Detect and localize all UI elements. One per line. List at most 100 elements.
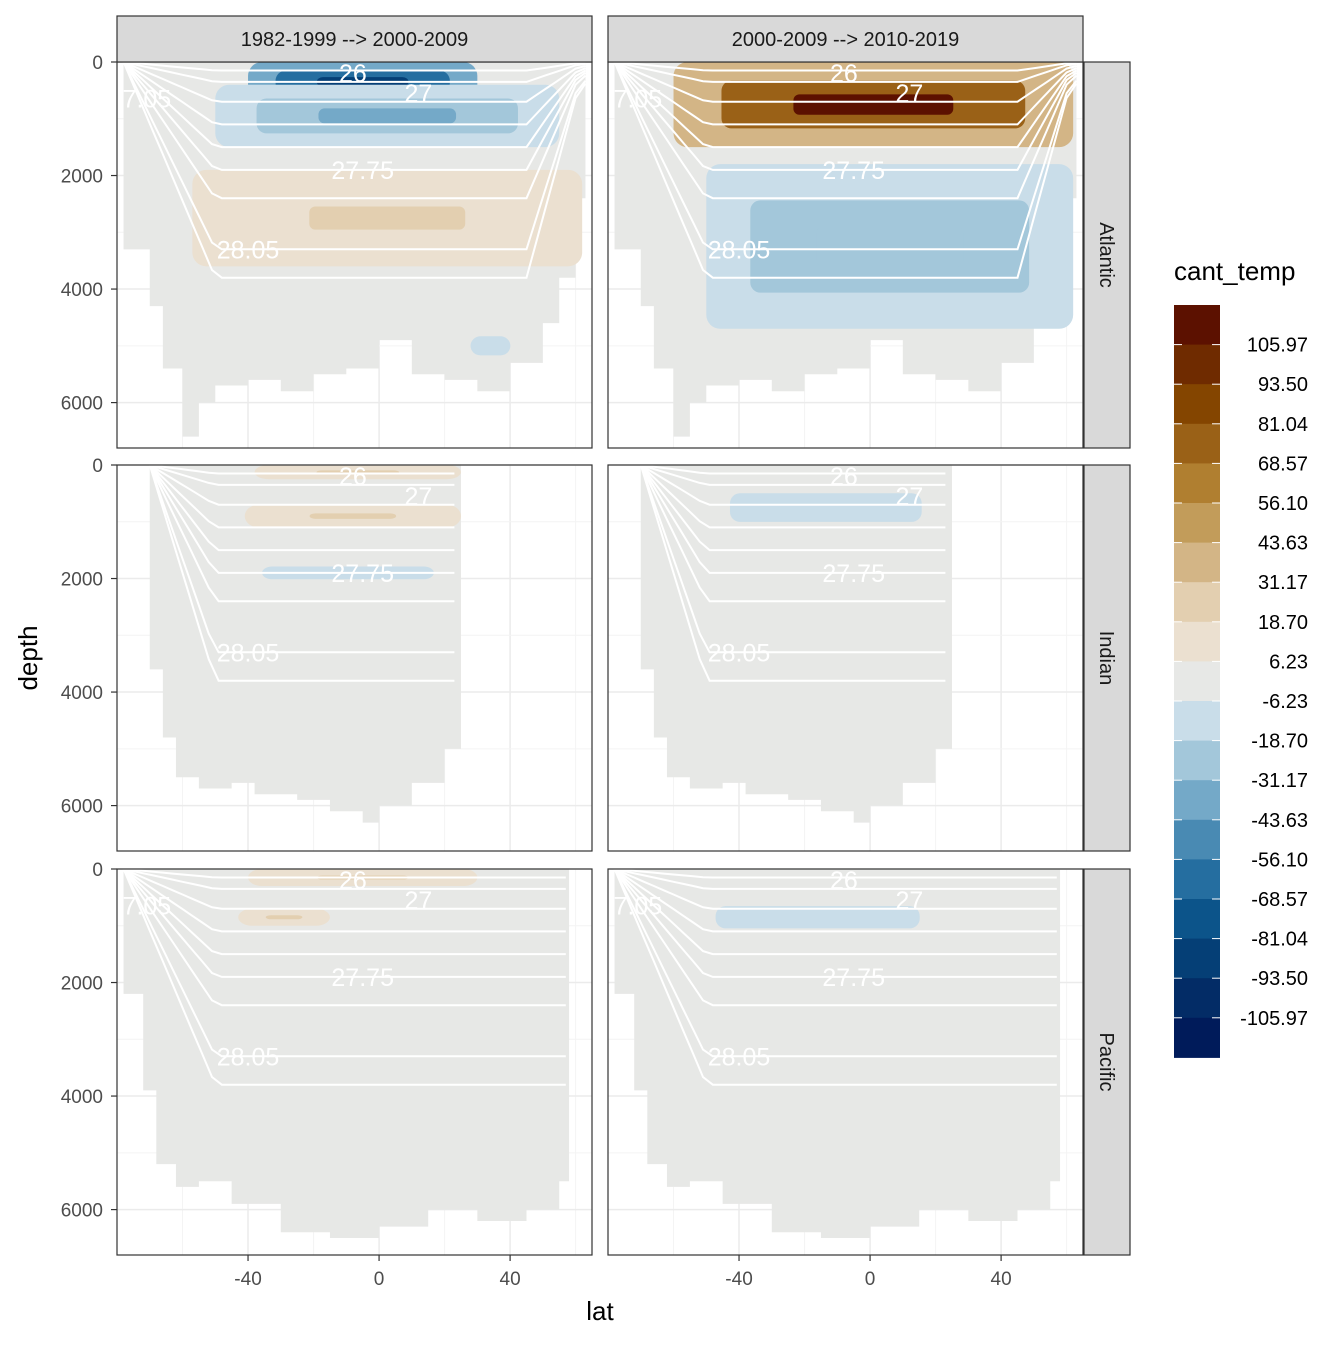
contour-label: 28.05 bbox=[708, 639, 771, 667]
y-tick-label: 0 bbox=[92, 53, 103, 74]
panel-content: 27.75 28.05 26 27 bbox=[148, 463, 461, 823]
panel-indian-2: 27.75 28.05 26 27 bbox=[607, 464, 1084, 852]
contour-label: 27 bbox=[404, 887, 432, 915]
isopycnal-line bbox=[613, 869, 1057, 1007]
row-strip-label: Indian bbox=[1095, 631, 1117, 686]
contour-label: 27 bbox=[895, 80, 923, 108]
anomaly-intermediate bbox=[244, 504, 461, 528]
anomaly-deep-water bbox=[192, 169, 583, 267]
contour-label: 27 bbox=[404, 483, 432, 511]
legend-label: 56.10 bbox=[1258, 493, 1308, 515]
isopycnal-line bbox=[613, 62, 1078, 279]
panel-content: 27.75 28.05 26 27 27.05 bbox=[608, 867, 1061, 1238]
isopycnal-line bbox=[614, 869, 1057, 879]
isopycnal-line bbox=[123, 869, 566, 879]
column-strip: 1982-1999 --> 2000-2009 bbox=[116, 15, 593, 63]
isopycnal-line bbox=[639, 465, 946, 654]
isopycnal-line bbox=[613, 62, 1077, 171]
isopycnal-line bbox=[123, 62, 586, 83]
isopycnals bbox=[122, 869, 566, 1086]
strip-background bbox=[1083, 868, 1131, 1256]
legend-swatch bbox=[1174, 819, 1220, 860]
legend-label: 81.04 bbox=[1258, 414, 1308, 436]
panel-content: 27.75 28.05 26 27 27.05 bbox=[608, 62, 1078, 437]
contour-label: 26 bbox=[830, 867, 858, 895]
isopycnal-line bbox=[149, 465, 455, 486]
legend-swatch bbox=[1174, 938, 1220, 979]
anomaly-core bbox=[309, 513, 397, 519]
legend-label: -31.17 bbox=[1251, 770, 1308, 792]
isopycnals bbox=[639, 465, 946, 682]
ocean-section bbox=[640, 465, 952, 823]
legend-label: 6.23 bbox=[1269, 651, 1308, 673]
isopycnal-line bbox=[149, 465, 455, 506]
anomaly-intermediate bbox=[683, 897, 952, 938]
strips-layer: 1982-1999 --> 2000-2009 2000-2009 --> 201… bbox=[116, 15, 1131, 1256]
anomaly-bottom-patch bbox=[464, 328, 517, 363]
y-tick-label: 0 bbox=[92, 860, 103, 881]
legend-swatch bbox=[1174, 701, 1220, 742]
legend-label: 68.57 bbox=[1258, 453, 1308, 475]
y-tick-label: 2000 bbox=[61, 974, 103, 995]
strip-background bbox=[1083, 464, 1131, 852]
panel-atlantic-1: 27.75 28.05 26 27 27.05 bbox=[116, 60, 593, 449]
legend-swatch bbox=[1174, 582, 1220, 623]
legend-swatch bbox=[1174, 305, 1220, 346]
isopycnal-line bbox=[614, 869, 1057, 890]
panel-content: 27.75 28.05 26 27 27.05 bbox=[117, 60, 587, 437]
contour-label: 26 bbox=[339, 60, 367, 88]
anomaly-intermediate-water bbox=[215, 84, 560, 148]
y-tick-label: 4000 bbox=[61, 683, 103, 704]
isopycnal-line bbox=[614, 62, 1077, 83]
isopycnal-line bbox=[122, 62, 586, 149]
anomaly-core bbox=[479, 341, 501, 350]
isopycnal-line bbox=[122, 869, 566, 978]
isopycnal-line bbox=[639, 465, 946, 574]
row-strip-label: Pacific bbox=[1095, 1033, 1117, 1092]
isopycnal-line bbox=[122, 62, 587, 200]
legend: cant_temp 105.97 93.50 81.04 68.57 56.10 43.6… bbox=[1174, 256, 1308, 1058]
row-strip-label: Atlantic bbox=[1095, 222, 1117, 288]
panel-border bbox=[607, 464, 1084, 852]
panel-border bbox=[116, 464, 593, 852]
y-tick-label: 0 bbox=[92, 456, 103, 477]
isopycnal-line bbox=[613, 62, 1077, 149]
x-tick-label: -40 bbox=[234, 1269, 261, 1290]
isopycnal-line bbox=[148, 465, 455, 603]
anomaly-core bbox=[775, 501, 877, 514]
contour-label: 27.75 bbox=[822, 964, 885, 992]
isopycnal-line bbox=[613, 62, 1078, 251]
isopycnal-line bbox=[123, 869, 566, 910]
isopycnal-line bbox=[149, 465, 455, 529]
ocean-section bbox=[149, 465, 461, 823]
contour-label: 28.05 bbox=[217, 639, 280, 667]
anomaly-core bbox=[318, 108, 457, 124]
contour-edge-label: 27.05 bbox=[109, 893, 172, 921]
panel-atlantic-2: 27.75 28.05 26 27 27.05 bbox=[607, 61, 1084, 449]
isopycnal-line bbox=[640, 465, 946, 506]
column-strip-label: 2000-2009 --> 2010-2019 bbox=[732, 29, 959, 51]
contour-label: 27 bbox=[895, 483, 923, 511]
contour-label: 26 bbox=[339, 463, 367, 491]
legend-swatch bbox=[1174, 780, 1220, 821]
isopycnal-line bbox=[613, 869, 1057, 956]
legend-label: 105.97 bbox=[1247, 335, 1308, 357]
contour-label: 27 bbox=[895, 887, 923, 915]
anomaly-core bbox=[793, 94, 954, 115]
axes-layer: 020004000600002000400060000200040006000-… bbox=[61, 53, 1012, 1290]
legend-swatch bbox=[1174, 978, 1220, 1019]
ocean-section bbox=[123, 869, 570, 1238]
contour-label: 27 bbox=[404, 80, 432, 108]
strip-background bbox=[1083, 61, 1131, 449]
legend-label: 31.17 bbox=[1258, 572, 1308, 594]
strip-background bbox=[607, 15, 1084, 63]
x-tick-label: 0 bbox=[374, 1269, 385, 1290]
x-tick-label: 40 bbox=[991, 1269, 1012, 1290]
y-tick-label: 6000 bbox=[61, 1201, 103, 1222]
isopycnal-line bbox=[640, 465, 946, 529]
panel-content: 27.75 28.05 26 27 27.05 bbox=[109, 867, 570, 1238]
column-strip: 2000-2009 --> 2010-2019 bbox=[607, 15, 1084, 63]
contour-label: 27.75 bbox=[822, 560, 885, 588]
contour-label: 26 bbox=[339, 867, 367, 895]
isopycnal-line bbox=[122, 869, 566, 1086]
